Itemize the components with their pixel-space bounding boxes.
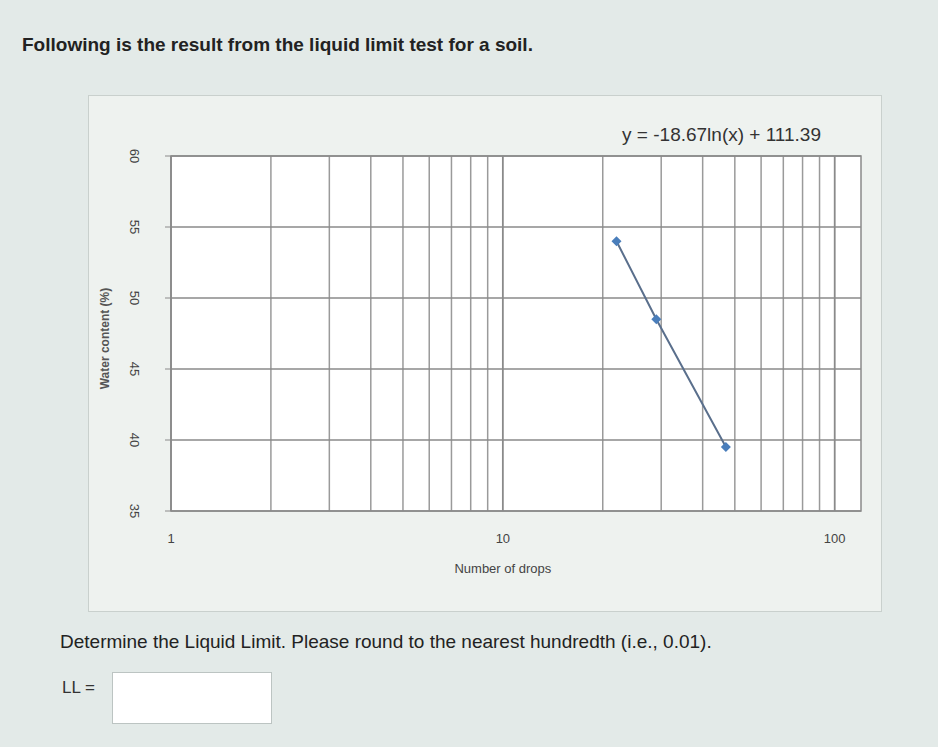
y-tick-label: 45 <box>127 362 142 376</box>
minor-grid-line <box>402 156 404 511</box>
y-grid-line <box>171 226 861 228</box>
y-tick <box>165 440 171 441</box>
y-grid-line <box>171 368 861 370</box>
minor-grid-line <box>783 156 785 511</box>
y-tick-label: 55 <box>127 220 142 234</box>
minor-grid-line <box>329 156 331 511</box>
y-tick <box>165 298 171 299</box>
answer-input[interactable] <box>112 672 272 724</box>
y-tick <box>165 156 171 157</box>
x-tick-label: 10 <box>496 531 510 546</box>
minor-grid-line <box>734 156 736 511</box>
x-grid-line <box>834 156 836 511</box>
minor-grid-line <box>487 156 489 511</box>
minor-grid-line <box>702 156 704 511</box>
answer-label: LL = <box>62 678 95 698</box>
chart: 1 10 100 35 40 45 50 55 60 Number of drops Water c… <box>89 96 881 611</box>
minor-grid-line <box>428 156 430 511</box>
minor-grid-line <box>760 156 762 511</box>
point <box>651 314 661 324</box>
y-tick <box>165 369 171 370</box>
y-tick <box>165 511 171 512</box>
y-tick-label: 40 <box>127 433 142 447</box>
minor-grid-line <box>602 156 604 511</box>
x-grid-line <box>502 156 504 511</box>
y-tick <box>165 227 171 228</box>
minor-grid-line <box>370 156 372 511</box>
x-axis-label: Number of drops <box>454 561 551 576</box>
y-axis-label: Water content (%) <box>98 288 112 390</box>
data-group <box>611 236 730 452</box>
minor-grid-line <box>470 156 472 511</box>
plot-frame <box>171 156 861 511</box>
plot-area <box>171 156 861 511</box>
y-tick-label: 60 <box>127 149 142 163</box>
question: Determine the Liquid Limit. Please round… <box>60 631 712 653</box>
y-tick-label: 50 <box>127 291 142 305</box>
minor-grid-line <box>802 156 804 511</box>
y-grid-line <box>171 297 861 299</box>
series-line <box>616 241 725 447</box>
minor-grid-line <box>660 156 662 511</box>
equation: y = -18.67ln(x) + 111.39 <box>622 124 821 145</box>
x-tick-label: 100 <box>824 531 846 546</box>
point <box>611 236 621 246</box>
minor-grid-line <box>819 156 821 511</box>
point <box>721 442 731 452</box>
grid <box>171 156 861 511</box>
y-tick-label: 35 <box>127 504 142 518</box>
minor-grid-line <box>451 156 453 511</box>
chart-panel: 1 10 100 35 40 45 50 55 60 Number of drops Water c… <box>88 95 882 612</box>
minor-grid-line <box>270 156 272 511</box>
title: Following is the result from the liquid … <box>22 34 533 56</box>
x-tick-label: 1 <box>167 531 174 546</box>
y-grid-line <box>171 439 861 441</box>
